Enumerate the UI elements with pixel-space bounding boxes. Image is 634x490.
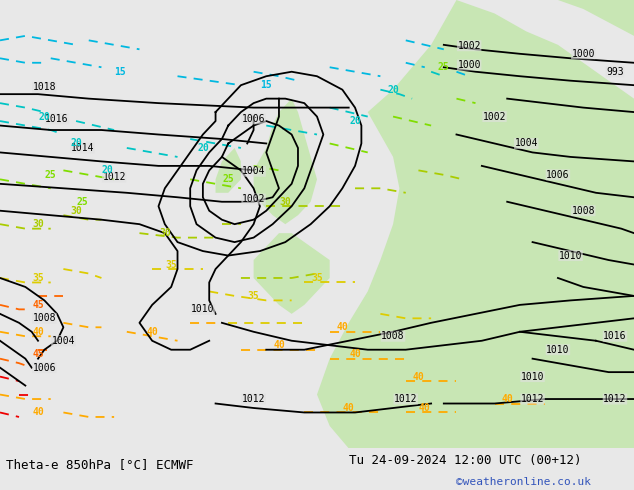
Text: 20: 20	[349, 116, 361, 126]
Text: Tu 24-09-2024 12:00 UTC (00+12): Tu 24-09-2024 12:00 UTC (00+12)	[349, 454, 581, 467]
Text: 40: 40	[413, 371, 424, 382]
Text: 40: 40	[32, 327, 44, 337]
Text: 1006: 1006	[242, 114, 266, 124]
Text: 20: 20	[387, 85, 399, 95]
Text: 1008: 1008	[381, 331, 405, 341]
Text: 40: 40	[349, 349, 361, 359]
Text: 1014: 1014	[70, 143, 94, 153]
Text: 1012: 1012	[102, 172, 126, 182]
Text: 1008: 1008	[571, 206, 595, 216]
Text: 993: 993	[606, 67, 624, 77]
Text: 20: 20	[197, 143, 209, 153]
Text: 20: 20	[70, 139, 82, 148]
Text: 35: 35	[248, 291, 259, 301]
Text: 40: 40	[273, 340, 285, 350]
Text: 35: 35	[32, 273, 44, 283]
Text: 15: 15	[261, 80, 272, 90]
Polygon shape	[254, 98, 317, 224]
Text: 1006: 1006	[546, 170, 570, 180]
Text: 1004: 1004	[242, 166, 266, 176]
Text: 1010: 1010	[521, 371, 545, 382]
Polygon shape	[216, 148, 241, 193]
Text: 40: 40	[419, 403, 430, 413]
Polygon shape	[558, 0, 634, 36]
Text: 1018: 1018	[32, 82, 56, 93]
Text: 1016: 1016	[603, 331, 627, 341]
Text: 40: 40	[343, 403, 354, 413]
Text: 20: 20	[102, 165, 113, 175]
Text: ©weatheronline.co.uk: ©weatheronline.co.uk	[456, 477, 592, 487]
Text: 40: 40	[32, 408, 44, 417]
Text: 1004: 1004	[51, 336, 75, 346]
Text: 1010: 1010	[546, 344, 570, 355]
Text: 40: 40	[146, 327, 158, 337]
Text: 1002: 1002	[457, 41, 481, 51]
Text: 1010: 1010	[559, 250, 583, 261]
Text: 25: 25	[45, 170, 56, 180]
Text: Theta-e 850hPa [°C] ECMWF: Theta-e 850hPa [°C] ECMWF	[6, 459, 194, 471]
Text: 1012: 1012	[394, 394, 418, 404]
Polygon shape	[317, 0, 634, 448]
Text: 30: 30	[70, 206, 82, 216]
Text: 1002: 1002	[242, 194, 266, 204]
Polygon shape	[254, 233, 330, 314]
Text: 40: 40	[501, 394, 513, 404]
Text: 25: 25	[223, 174, 234, 184]
Text: 1010: 1010	[191, 304, 215, 315]
Text: 1000: 1000	[457, 60, 481, 70]
Text: 30: 30	[159, 228, 171, 238]
Text: 1012: 1012	[521, 394, 545, 404]
Text: 40: 40	[337, 322, 348, 332]
Text: 35: 35	[165, 260, 177, 270]
Text: 25: 25	[438, 62, 450, 72]
Text: 1004: 1004	[514, 139, 538, 148]
Text: 1002: 1002	[482, 112, 507, 122]
Text: 1016: 1016	[45, 114, 69, 124]
Text: 30: 30	[280, 197, 291, 207]
Text: 20: 20	[39, 112, 50, 122]
Text: 30: 30	[32, 219, 44, 229]
Text: 25: 25	[77, 197, 88, 207]
Text: 1012: 1012	[242, 394, 266, 404]
Text: 15: 15	[115, 67, 126, 77]
Text: 1006: 1006	[32, 363, 56, 373]
Text: 1000: 1000	[571, 49, 595, 59]
Text: 1008: 1008	[32, 313, 56, 323]
Text: 45: 45	[32, 349, 44, 359]
Text: 1012: 1012	[603, 394, 627, 404]
Text: 45: 45	[32, 300, 44, 310]
Text: 35: 35	[311, 273, 323, 283]
